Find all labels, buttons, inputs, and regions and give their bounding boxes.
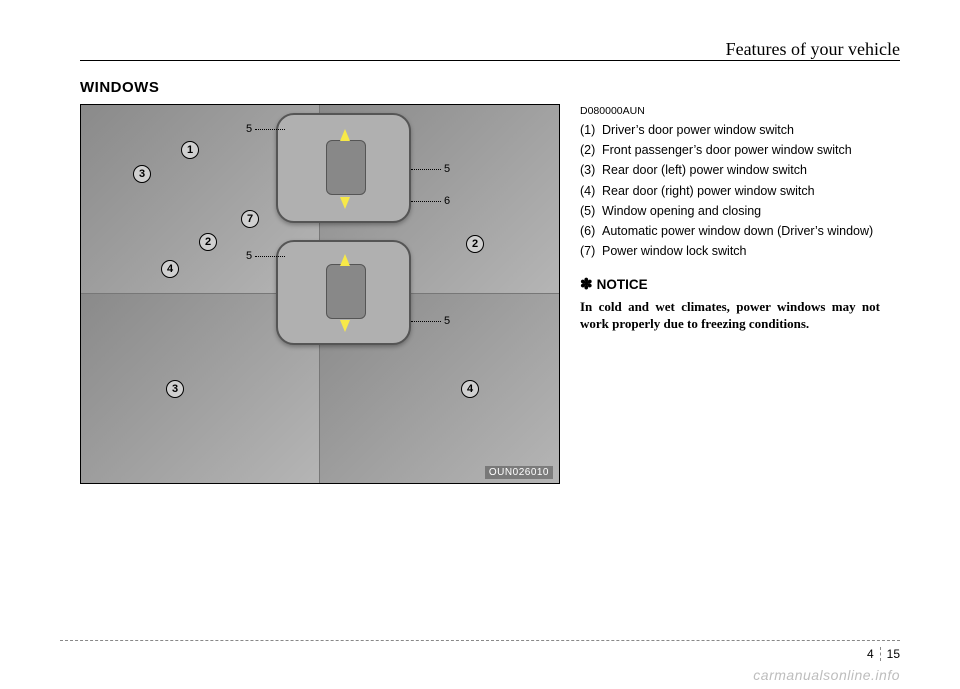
callout-marker-2: 2 [466,235,484,253]
lead-label-5: 5 [411,315,450,327]
arrow-up-icon [340,254,350,266]
section-title: WINDOWS [80,79,900,96]
footer-rule [60,640,900,641]
list-item: (2)Front passenger’s door power window s… [580,141,880,159]
lead-label-5: 5 [246,250,285,262]
content-row: 1 3 2 4 7 2 3 4 5 5 6 [80,104,900,484]
chapter-title: Features of your vehicle [714,39,900,60]
arrow-down-icon [340,197,350,209]
list-text: Power window lock switch [602,242,880,260]
callout-marker-2: 2 [199,233,217,251]
list-text: Window opening and closing [602,202,880,220]
list-text: Automatic power window down (Driver’s wi… [602,222,880,240]
arrow-down-icon [340,320,350,332]
list-item: (7)Power window lock switch [580,242,880,260]
list-num: (2) [580,141,602,159]
list-num: (4) [580,182,602,200]
lead-label-5: 5 [246,123,285,135]
list-item: (6)Automatic power window down (Driver’s… [580,222,880,240]
list-num: (5) [580,202,602,220]
list-num: (6) [580,222,602,240]
callout-marker-1: 1 [181,141,199,159]
arrow-up-icon [340,129,350,141]
list-text: Rear door (right) power window switch [602,182,880,200]
list-item: (3)Rear door (left) power window switch [580,161,880,179]
figure-code: OUN026010 [485,466,553,479]
callout-marker-7: 7 [241,210,259,228]
callout-marker-3: 3 [166,380,184,398]
list-item: (1)Driver’s door power window switch [580,121,880,139]
list-text: Rear door (left) power window switch [602,161,880,179]
watermark: carmanualsonline.info [753,667,900,683]
list-num: (7) [580,242,602,260]
list-text: Driver’s door power window switch [602,121,880,139]
page-in-section: 15 [887,647,900,661]
notice-symbol: ✽ [580,276,593,293]
lead-label-6: 6 [411,195,450,207]
header-rule: Features of your vehicle [80,60,900,61]
page-number: 4 15 [867,647,900,661]
notice-heading: ✽ NOTICE [580,274,880,296]
callout-marker-3: 3 [133,165,151,183]
section-number: 4 [867,647,881,661]
list-num: (3) [580,161,602,179]
callout-marker-4: 4 [461,380,479,398]
callout-marker-4: 4 [161,260,179,278]
notice-label: NOTICE [597,277,648,292]
text-column: D080000AUN (1)Driver’s door power window… [580,104,880,333]
notice-body: In cold and wet climates, power windows … [580,298,880,333]
list-num: (1) [580,121,602,139]
windows-figure: 1 3 2 4 7 2 3 4 5 5 6 [80,104,560,484]
detail-inset-1 [276,113,411,223]
list-item: (5)Window opening and closing [580,202,880,220]
lead-label-5: 5 [411,163,450,175]
detail-inset-2 [276,240,411,345]
list-text: Front passenger’s door power window swit… [602,141,880,159]
manual-page: Features of your vehicle WINDOWS 1 3 2 4… [0,0,960,689]
reference-code: D080000AUN [580,104,880,119]
switch-icon [326,264,366,319]
list-item: (4)Rear door (right) power window switch [580,182,880,200]
switch-icon [326,140,366,195]
